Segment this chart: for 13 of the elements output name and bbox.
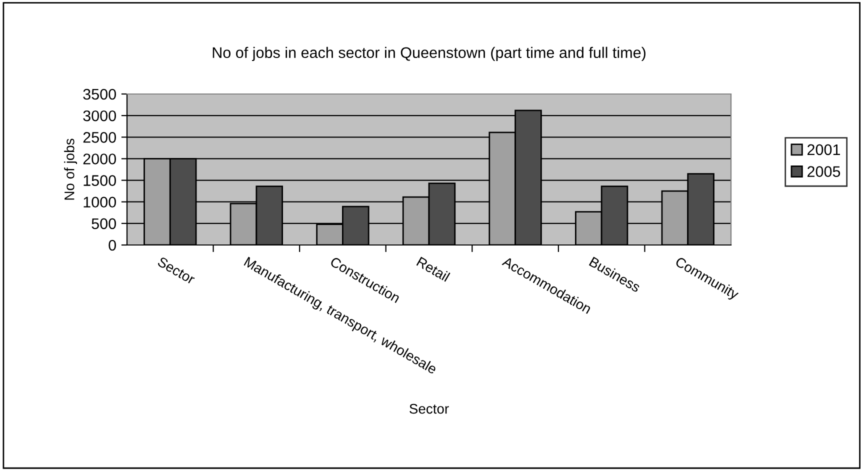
y-tick-label: 1000 [84,196,116,208]
chart-title: No of jobs in each sector in Queenstown (part time and full time) [212,46,646,62]
y-axis-title: No of jobs [64,138,78,200]
y-tick-label: 3500 [83,88,116,100]
y-tick-label: 3000 [83,110,116,122]
y-tick-label: 0 [108,240,116,251]
legend-label: 2005 [808,166,840,177]
y-tick-label: 500 [92,218,116,230]
y-tick-label: 1500 [84,175,116,186]
y-tick-label: 2500 [83,132,116,143]
x-axis-title: Sector [410,404,449,414]
y-tick-label: 2000 [83,154,116,164]
legend-label: 2001 [808,144,840,156]
